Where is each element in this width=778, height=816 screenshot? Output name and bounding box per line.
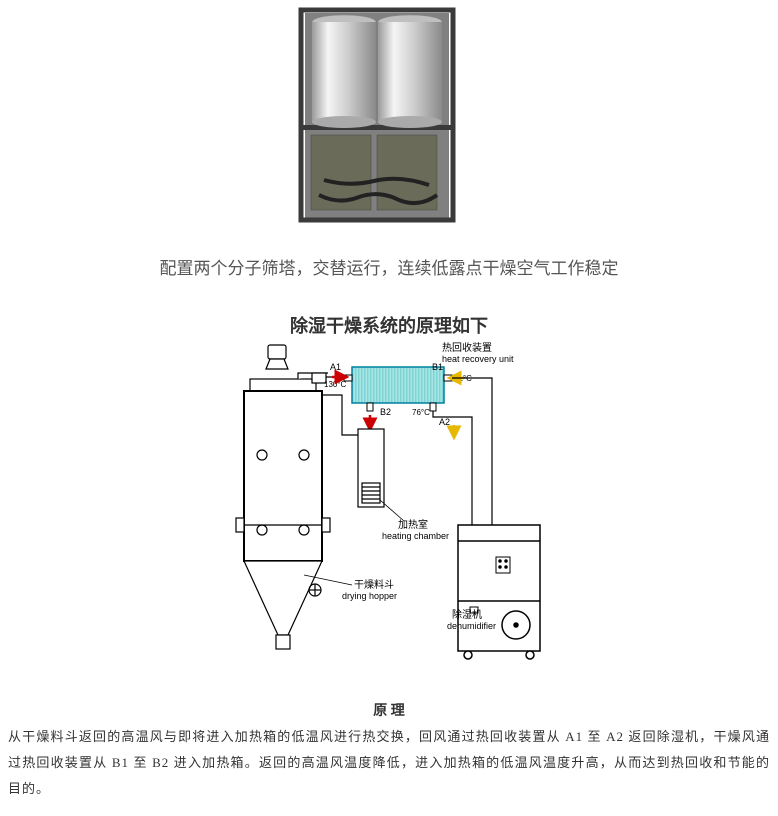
heating-chamber — [322, 395, 384, 507]
label-b2: B2 — [380, 407, 391, 417]
pipe-a2-to-dehum — [433, 411, 472, 525]
label-heating-en: heating chamber — [382, 531, 449, 541]
cylinder-left — [312, 22, 376, 122]
label-a2: A2 — [439, 417, 450, 427]
label-b1: B1 — [432, 362, 443, 372]
dehumidifier — [458, 525, 540, 659]
label-t130: 130°C — [324, 380, 347, 389]
product-caption: 配置两个分子筛塔，交替运行，连续低露点干燥空气工作稳定 — [0, 254, 778, 279]
label-hopper-en: drying hopper — [342, 591, 397, 601]
pointer-heating — [380, 500, 404, 521]
heat-recovery-unit — [344, 367, 452, 411]
label-heat-recovery-en: heat recovery unit — [442, 354, 514, 364]
principle-text: 从干燥料斗返回的高温风与即将进入加热箱的低温风进行热交换，回风通过热回收装置从 … — [8, 724, 770, 802]
label-t76: 76°C — [412, 408, 430, 417]
product-photo — [279, 5, 474, 225]
label-dehum-cn: 除湿机 — [452, 608, 482, 621]
label-dehum-en: dehumidifier — [447, 621, 496, 631]
cylinder-right — [378, 22, 442, 122]
label-hopper-cn: 干燥料斗 — [354, 578, 394, 591]
label-heat-recovery-cn: 热回收装置 — [442, 341, 492, 354]
principle-title: 原 理 — [0, 700, 778, 720]
cylinder-bottom-left — [312, 116, 376, 128]
cylinder-bottom-right — [378, 116, 442, 128]
system-diagram: 热回收装置 heat recovery unit A1 B1 A2 130°C … — [232, 335, 552, 665]
drying-hopper — [236, 345, 330, 649]
label-a1: A1 — [330, 362, 341, 372]
